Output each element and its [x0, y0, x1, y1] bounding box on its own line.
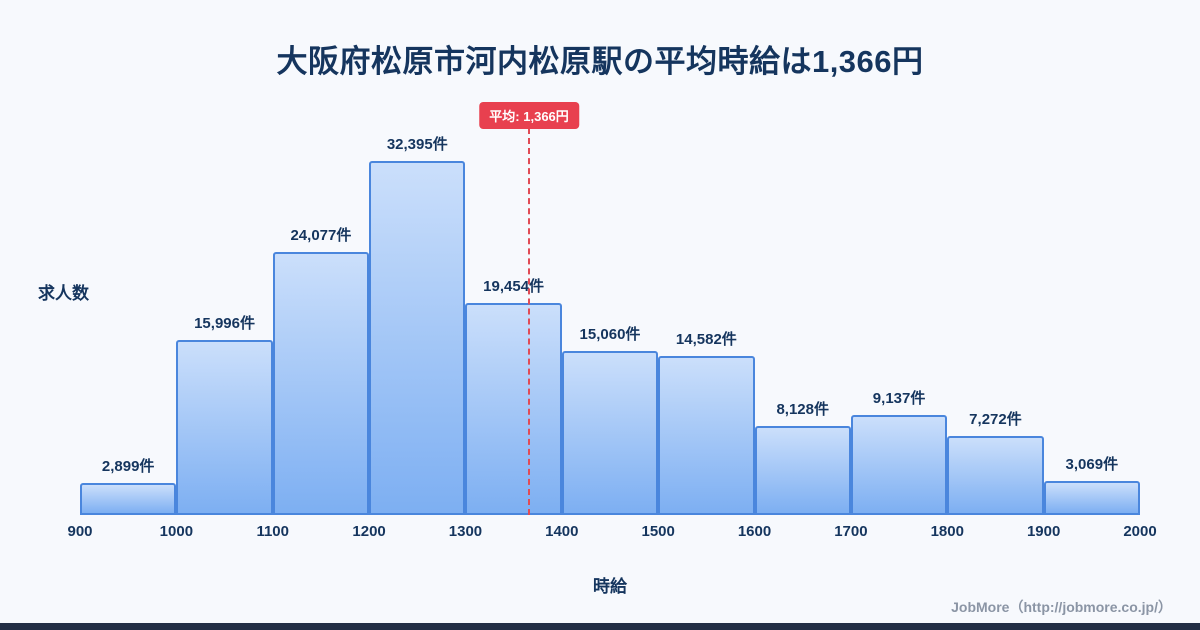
x-tick-label: 900 [67, 523, 93, 540]
x-axis-label: 時給 [593, 577, 627, 596]
histogram-bar [465, 302, 562, 515]
x-tick-label: 1200 [352, 523, 386, 540]
x-tick-label: 2000 [1123, 523, 1157, 540]
average-badge: 平均: 1,366円 [479, 102, 579, 129]
bar-value-label: 2,899件 [101, 458, 155, 476]
histogram-bar [850, 415, 948, 515]
histogram-bar [754, 426, 851, 515]
x-tick-label: 1100 [256, 523, 289, 540]
x-tick-label: 1000 [159, 523, 194, 540]
histogram-bar [947, 435, 1044, 515]
x-tick-label: 1900 [1026, 523, 1061, 540]
x-tick-label: 1800 [930, 523, 964, 540]
bar-value-label: 15,996件 [194, 315, 255, 333]
histogram-bar [1043, 481, 1140, 515]
bottom-accent-bar [0, 623, 1200, 630]
footer-credit: JobMore（http://jobmore.co.jp/） [951, 599, 1172, 615]
histogram-bar [369, 161, 466, 515]
x-tick-label: 1400 [545, 523, 579, 540]
bar-value-label: 19,454件 [483, 277, 545, 295]
x-tick-label: 1700 [834, 523, 868, 540]
average-line [528, 128, 531, 515]
bar-value-label: 3,069件 [1065, 456, 1119, 474]
bar-value-label: 9,137件 [872, 390, 926, 408]
histogram-bar [80, 483, 177, 515]
plot-area: 平均: 1,366円 2,899件 15,996件 24,077件 32,395件 19… [67, 100, 1157, 540]
bar-value-label: 7,272件 [969, 410, 1022, 428]
histogram-bar [561, 350, 659, 515]
histogram-bar [272, 252, 370, 515]
x-tick-label: 1600 [737, 523, 772, 540]
bar-value-label: 14,582件 [675, 330, 737, 348]
y-axis-label: 求人数 [38, 284, 89, 303]
chart-title: 大阪府松原市河内松原駅の平均時給は1,366円 [276, 44, 924, 79]
histogram-bar [658, 355, 755, 515]
bar-value-label: 15,060件 [579, 325, 641, 343]
bar-value-label: 24,077件 [290, 227, 352, 245]
bar-value-label: 32,395件 [386, 136, 448, 154]
x-tick-label: 1300 [448, 523, 483, 540]
bar-value-label: 8,128件 [776, 401, 829, 419]
x-tick-label: 1500 [641, 523, 675, 540]
histogram-bar [176, 340, 273, 515]
